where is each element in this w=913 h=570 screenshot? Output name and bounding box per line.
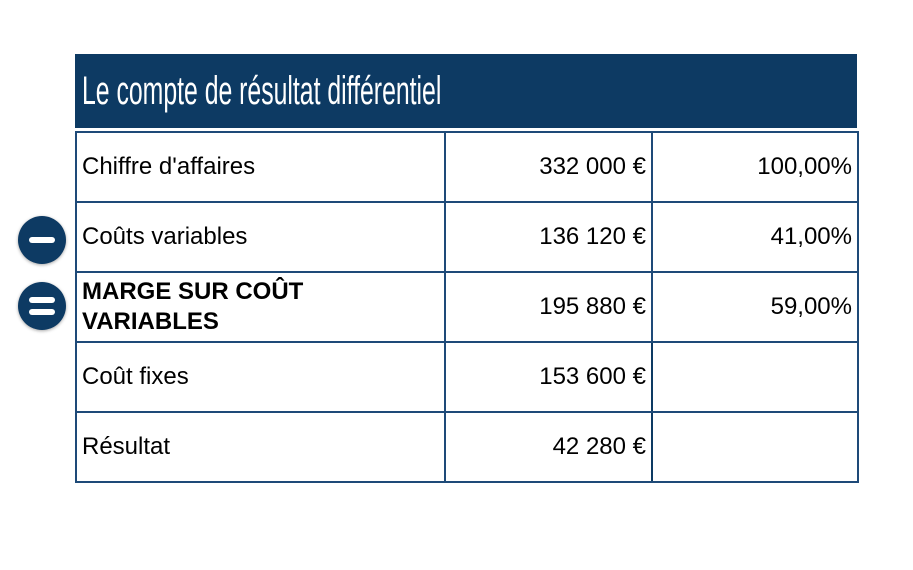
row-label: MARGE SUR COÛT VARIABLES bbox=[75, 271, 446, 343]
table-row-fixed-costs: Coût fixes 153 600 € bbox=[75, 341, 859, 413]
row-label: Chiffre d'affaires bbox=[75, 131, 446, 203]
table-title-bar: Le compte de résultat différentiel bbox=[75, 54, 857, 128]
table-row-result: Résultat 42 280 € bbox=[75, 411, 859, 483]
equals-bar-bottom bbox=[29, 309, 55, 315]
page-title: Le compte de résultat différentiel bbox=[82, 68, 442, 113]
row-percent: 41,00% bbox=[651, 201, 859, 273]
equals-bar-top bbox=[29, 297, 55, 303]
row-label: Coût fixes bbox=[75, 341, 446, 413]
row-percent-filled bbox=[651, 411, 859, 483]
row-label: Résultat bbox=[75, 411, 446, 483]
row-value: 153 600 € bbox=[444, 341, 653, 413]
row-value: 136 120 € bbox=[444, 201, 653, 273]
minus-icon bbox=[18, 216, 66, 264]
equals-icon bbox=[18, 282, 66, 330]
minus-bar bbox=[29, 237, 55, 243]
differential-income-statement: Le compte de résultat différentiel Chiff… bbox=[75, 54, 859, 483]
row-value: 195 880 € bbox=[444, 271, 653, 343]
row-percent: 100,00% bbox=[651, 131, 859, 203]
table-row-variable-costs: Coûts variables 136 120 € 41,00% bbox=[75, 201, 859, 273]
row-percent: 59,00% bbox=[651, 271, 859, 343]
table-row-margin: MARGE SUR COÛT VARIABLES 195 880 € 59,00… bbox=[75, 271, 859, 343]
row-label: Coûts variables bbox=[75, 201, 446, 273]
row-value: 42 280 € bbox=[444, 411, 653, 483]
row-percent-filled bbox=[651, 341, 859, 413]
table-row-revenue: Chiffre d'affaires 332 000 € 100,00% bbox=[75, 131, 859, 203]
row-label-text: MARGE SUR COÛT VARIABLES bbox=[82, 278, 304, 335]
result-table: Chiffre d'affaires 332 000 € 100,00% Coû… bbox=[75, 131, 859, 483]
row-value: 332 000 € bbox=[444, 131, 653, 203]
